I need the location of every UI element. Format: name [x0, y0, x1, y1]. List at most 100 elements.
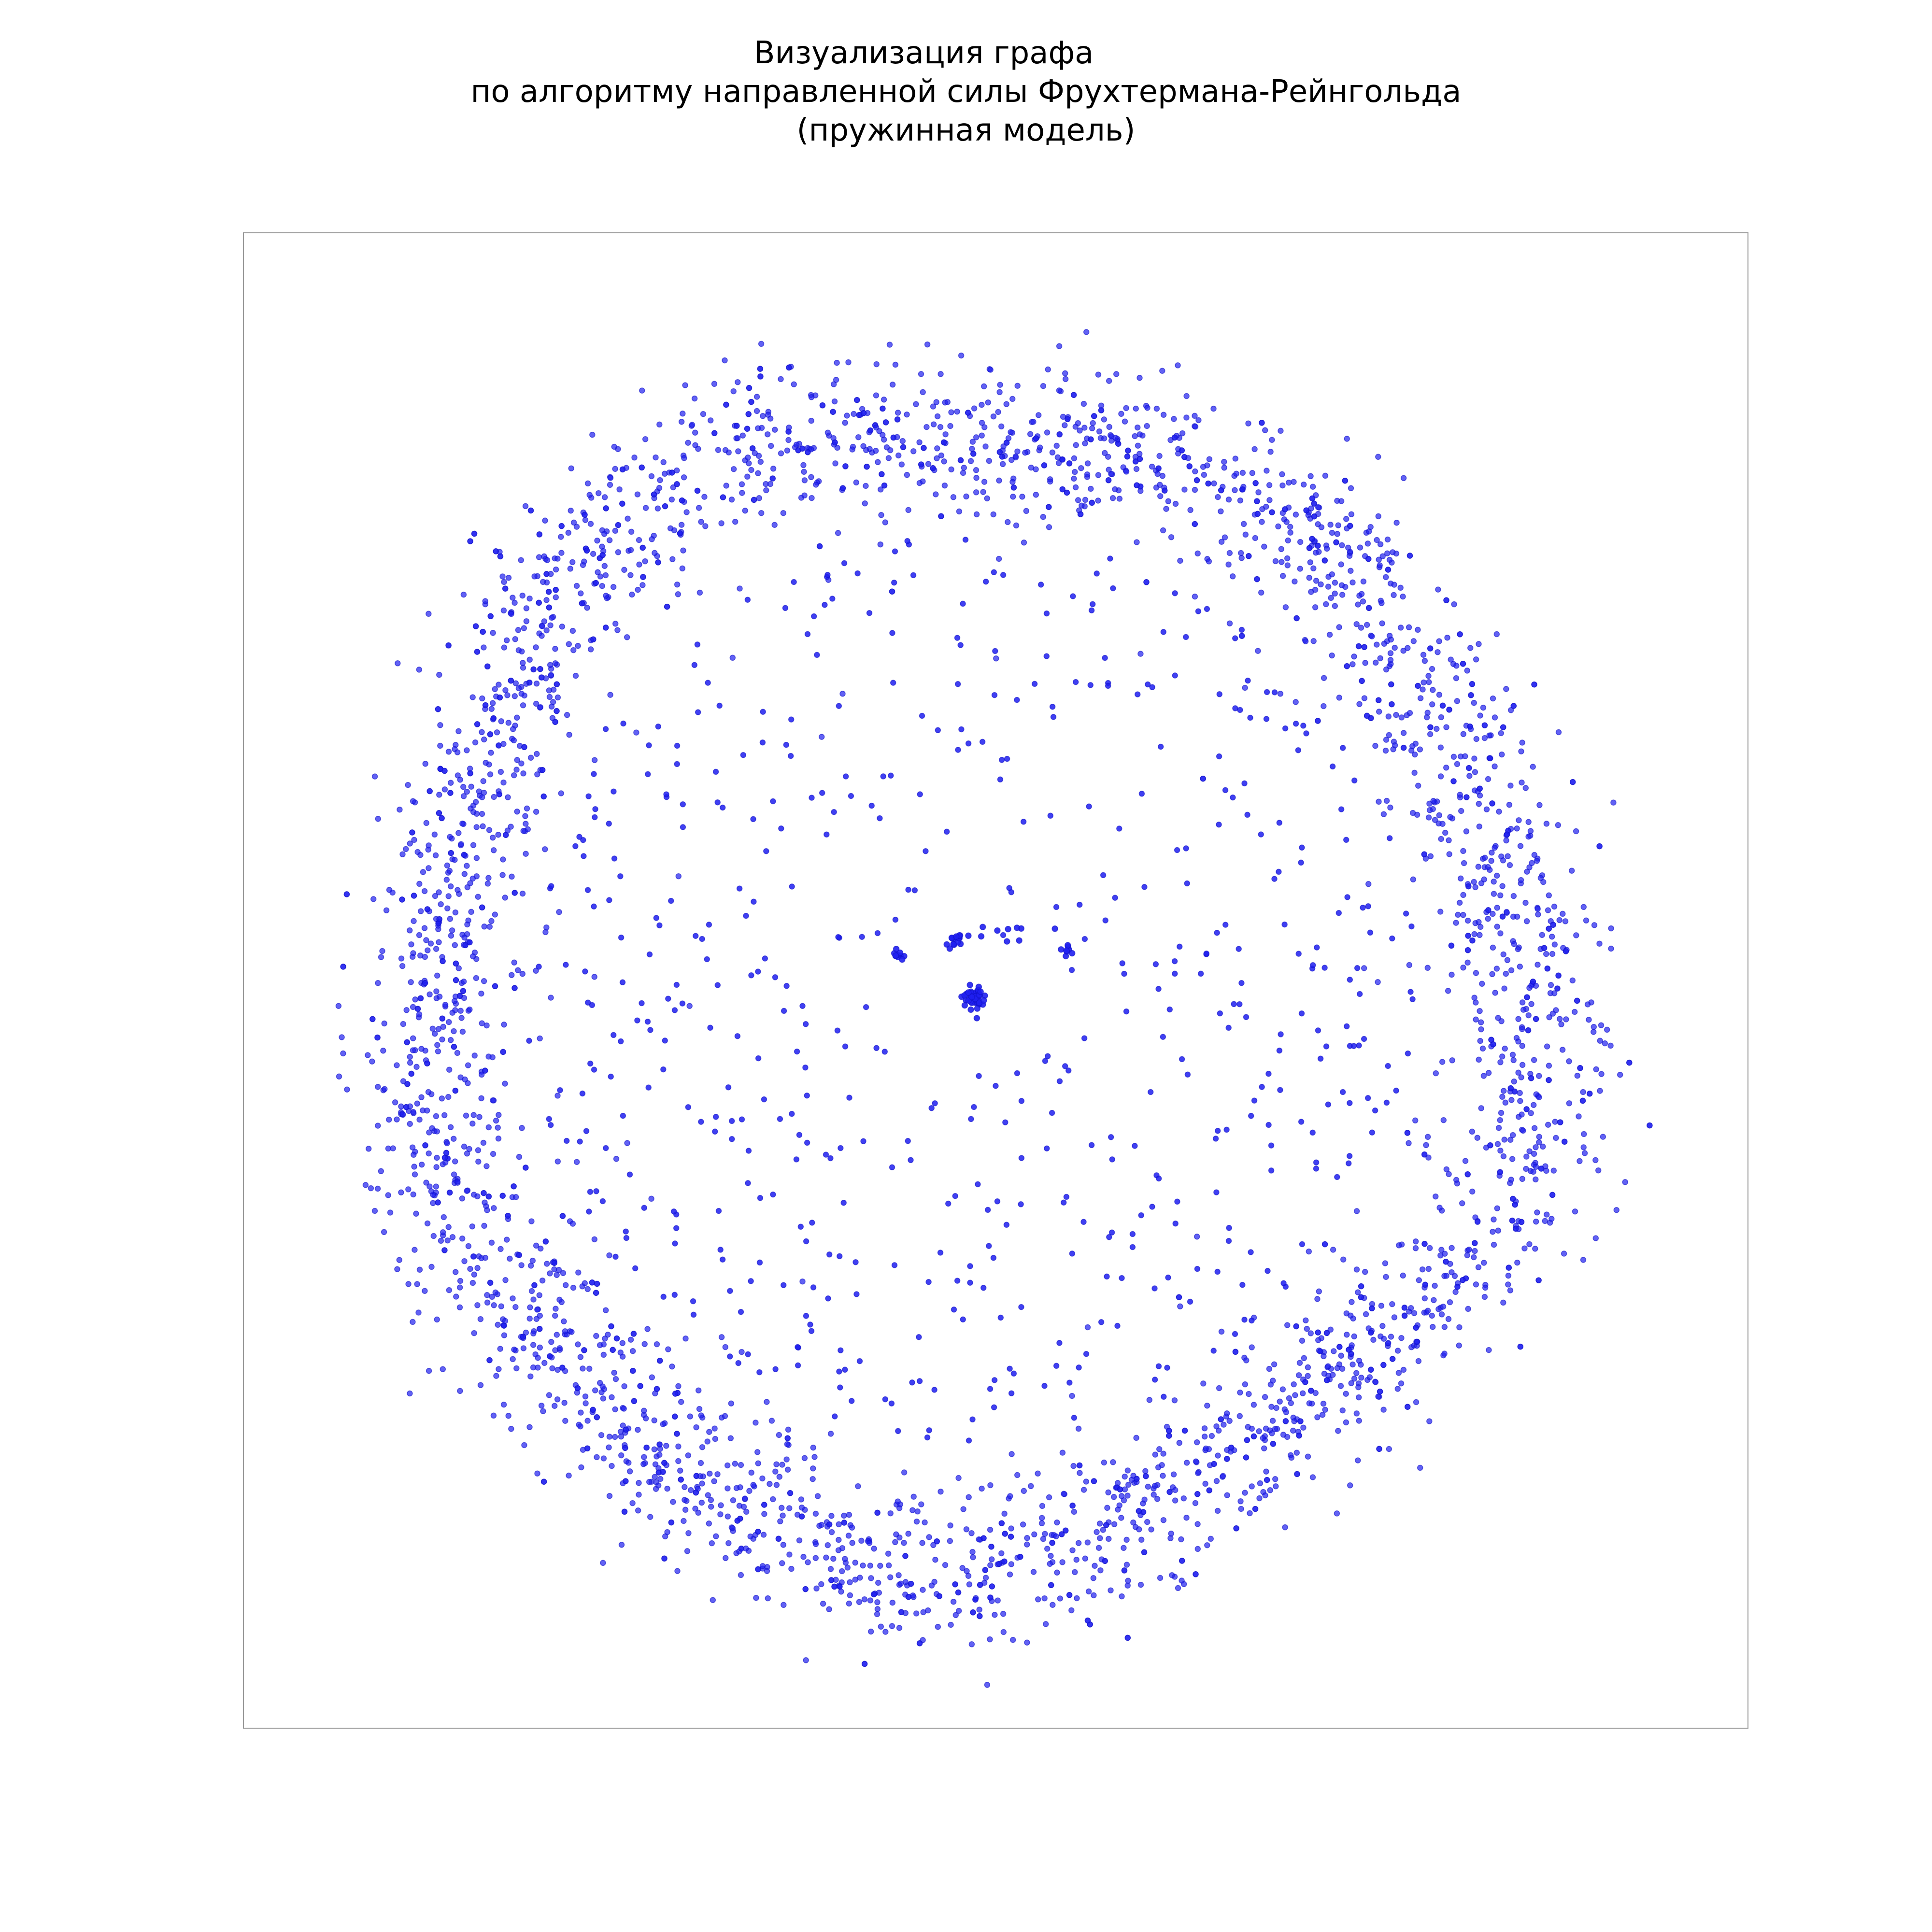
- graph-node: [1346, 1153, 1353, 1159]
- graph-node: [1154, 470, 1161, 477]
- graph-node: [1370, 1336, 1377, 1343]
- graph-node: [569, 559, 576, 566]
- graph-node: [439, 1036, 445, 1043]
- graph-node: [1435, 1306, 1442, 1312]
- graph-node: [781, 1602, 787, 1608]
- graph-node: [1109, 1156, 1115, 1163]
- graph-node: [437, 722, 443, 728]
- graph-node: [697, 1460, 704, 1466]
- graph-node: [1019, 494, 1025, 500]
- graph-node: [537, 1312, 543, 1319]
- graph-node: [1141, 1496, 1148, 1503]
- graph-node: [469, 694, 476, 700]
- graph-node: [1477, 932, 1483, 938]
- graph-node: [1283, 519, 1290, 525]
- graph-node: [782, 605, 789, 611]
- graph-node: [755, 453, 762, 459]
- graph-node: [1076, 1462, 1083, 1469]
- graph-node: [464, 863, 470, 869]
- graph-node: [1263, 1425, 1269, 1432]
- graph-node: [618, 1038, 624, 1045]
- graph-node: [1494, 923, 1500, 930]
- graph-node: [488, 750, 494, 756]
- graph-node: [1116, 825, 1122, 832]
- graph-node: [1021, 540, 1027, 546]
- graph-node: [514, 757, 520, 763]
- graph-node: [1284, 562, 1291, 568]
- graph-node: [1482, 854, 1488, 861]
- graph-node: [942, 431, 949, 438]
- graph-node: [1500, 724, 1506, 730]
- graph-node: [1375, 979, 1381, 985]
- graph-node: [841, 1520, 848, 1526]
- graph-node: [1024, 1541, 1030, 1548]
- graph-node: [539, 623, 545, 629]
- graph-node: [1281, 921, 1288, 928]
- graph-node: [932, 1100, 938, 1107]
- graph-node: [1123, 1008, 1130, 1015]
- graph-node: [1238, 555, 1245, 561]
- graph-node: [520, 702, 526, 709]
- graph-node: [826, 1606, 832, 1613]
- graph-node: [930, 403, 937, 410]
- graph-node: [862, 500, 868, 507]
- graph-node: [1400, 1272, 1406, 1279]
- graph-node: [1192, 468, 1198, 475]
- graph-node: [479, 729, 485, 736]
- graph-node: [986, 457, 993, 464]
- graph-node: [547, 1353, 553, 1360]
- graph-node: [610, 1347, 616, 1353]
- graph-node: [1325, 583, 1332, 590]
- graph-node: [988, 1556, 995, 1563]
- graph-node: [1152, 1451, 1159, 1458]
- graph-node: [834, 1027, 841, 1034]
- graph-node: [810, 1476, 816, 1482]
- graph-node: [1409, 810, 1416, 816]
- graph-node: [801, 1455, 808, 1462]
- graph-node: [416, 1011, 423, 1018]
- graph-node: [558, 790, 564, 796]
- graph-node: [422, 980, 428, 986]
- graph-node: [1305, 1364, 1311, 1371]
- graph-node: [641, 1205, 647, 1211]
- graph-node: [1111, 1521, 1118, 1528]
- graph-node: [1080, 1219, 1087, 1225]
- graph-node: [1525, 1012, 1532, 1019]
- graph-node: [1534, 906, 1541, 912]
- graph-node: [405, 1186, 412, 1193]
- graph-node: [874, 1611, 881, 1618]
- graph-node: [1381, 640, 1388, 647]
- graph-node: [400, 1021, 407, 1027]
- graph-node: [1059, 486, 1065, 493]
- graph-node: [1512, 1201, 1518, 1208]
- graph-node: [1356, 1042, 1362, 1049]
- graph-node: [493, 1117, 499, 1124]
- graph-node: [1598, 1022, 1605, 1028]
- graph-node: [878, 1623, 884, 1630]
- graph-node: [842, 1366, 848, 1373]
- graph-node: [1397, 625, 1404, 631]
- graph-node: [1183, 1514, 1190, 1521]
- graph-node: [426, 1129, 432, 1136]
- graph-node: [992, 648, 998, 654]
- graph-node: [1491, 1216, 1497, 1223]
- graph-node: [436, 994, 443, 1000]
- graph-node: [1556, 917, 1563, 923]
- graph-node: [1284, 1322, 1291, 1328]
- graph-node: [913, 401, 919, 408]
- graph-node: [1216, 753, 1222, 760]
- graph-node: [511, 693, 518, 699]
- graph-node: [1517, 1343, 1524, 1350]
- graph-node: [556, 1296, 563, 1303]
- graph-node: [1421, 1241, 1428, 1247]
- graph-node: [1477, 1008, 1483, 1014]
- graph-node: [1532, 1246, 1538, 1252]
- graph-node: [585, 793, 592, 799]
- graph-node: [1440, 1303, 1447, 1310]
- graph-node: [1376, 556, 1382, 563]
- graph-node: [1014, 448, 1021, 455]
- graph-node: [979, 401, 985, 408]
- graph-node: [1156, 1446, 1163, 1452]
- graph-node: [610, 1032, 617, 1038]
- graph-node: [980, 1535, 987, 1541]
